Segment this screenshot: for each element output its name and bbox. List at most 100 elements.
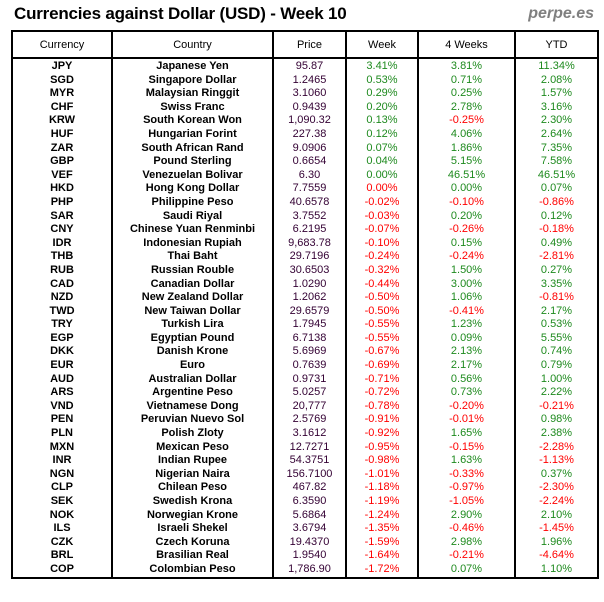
week-change-cell: 0.07%	[345, 141, 419, 156]
price-cell: 6.3590	[272, 495, 347, 509]
table-row: SGD Singapore Dollar 1.2465 0.53% 0.71% 2.08%	[11, 73, 599, 88]
currency-code-cell: COP	[11, 562, 113, 578]
currency-code-cell: CHF	[11, 100, 113, 115]
currency-code-cell: PEN	[11, 413, 113, 428]
table-row: BRL Brasilian Real 1.9540 -1.64% -0.21% -4.64…	[11, 549, 599, 563]
four-week-change-cell: -0.20%	[417, 399, 516, 414]
table-row: PHP Philippine Peso 40.6578 -0.02% -0.10% -0.…	[11, 195, 599, 210]
four-week-change-cell: 0.15%	[417, 236, 516, 251]
currency-code-cell: PLN	[11, 427, 113, 441]
table-row: NZD New Zealand Dollar 1.2062 -0.50% 1.06% -0…	[11, 291, 599, 305]
week-change-cell: 0.29%	[345, 87, 419, 101]
ytd-change-cell: -2.28%	[514, 440, 599, 455]
country-name-cell: Czech Koruna	[111, 535, 274, 550]
four-week-change-cell: -0.15%	[417, 440, 516, 455]
country-name-cell: Malaysian Ringgit	[111, 87, 274, 101]
ytd-change-cell: 0.07%	[514, 182, 599, 196]
country-name-cell: New Zealand Dollar	[111, 291, 274, 305]
week-change-cell: -1.18%	[345, 481, 419, 495]
table-row: INR Indian Rupee 54.3751 -0.98% 1.63% -1.13%	[11, 454, 599, 468]
ytd-change-cell: 2.10%	[514, 508, 599, 523]
table-row: CZK Czech Koruna 19.4370 -1.59% 2.98% 1.96%	[11, 535, 599, 550]
country-name-cell: Venezuelan Bolivar	[111, 168, 274, 183]
ytd-change-cell: 0.98%	[514, 413, 599, 428]
country-name-cell: Hungarian Forint	[111, 127, 274, 142]
ytd-change-cell: 0.53%	[514, 318, 599, 332]
currency-code-cell: HUF	[11, 127, 113, 142]
week-change-cell: -0.07%	[345, 223, 419, 237]
currency-code-cell: INR	[11, 454, 113, 468]
country-name-cell: Canadian Dollar	[111, 277, 274, 292]
country-name-cell: Vietnamese Dong	[111, 399, 274, 414]
table-row: TWD New Taiwan Dollar 29.6579 -0.50% -0.41% 2…	[11, 304, 599, 319]
currency-code-cell: EUR	[11, 359, 113, 373]
brand-logo-text: perpe.es	[528, 5, 594, 22]
table-row: TRY Turkish Lira 1.7945 -0.55% 1.23% 0.53%	[11, 318, 599, 332]
week-change-cell: -0.98%	[345, 454, 419, 468]
table-row: CAD Canadian Dollar 1.0290 -0.44% 3.00% 3.35%	[11, 277, 599, 292]
table-row: MXN Mexican Peso 12.7271 -0.95% -0.15% -2.28%	[11, 440, 599, 455]
price-cell: 40.6578	[272, 195, 347, 210]
country-name-cell: Philippine Peso	[111, 195, 274, 210]
table-row: SAR Saudi Riyal 3.7552 -0.03% 0.20% 0.12%	[11, 209, 599, 224]
price-cell: 1.9540	[272, 549, 347, 563]
four-week-change-cell: -0.46%	[417, 522, 516, 536]
price-cell: 54.3751	[272, 454, 347, 468]
country-name-cell: Polish Zloty	[111, 427, 274, 441]
table-row: THB Thai Baht 29.7196 -0.24% -0.24% -2.81%	[11, 250, 599, 264]
country-name-cell: Chilean Peso	[111, 481, 274, 495]
currency-code-cell: VEF	[11, 168, 113, 183]
four-week-change-cell: 2.90%	[417, 508, 516, 523]
price-cell: 12.7271	[272, 440, 347, 455]
price-cell: 5.0257	[272, 386, 347, 400]
ytd-change-cell: -0.81%	[514, 291, 599, 305]
table-row: RUB Russian Rouble 30.6503 -0.32% 1.50% 0.27%	[11, 263, 599, 278]
currency-code-cell: IDR	[11, 236, 113, 251]
column-header-price: Price	[272, 30, 347, 59]
week-change-cell: 0.12%	[345, 127, 419, 142]
week-change-cell: 0.04%	[345, 155, 419, 169]
table-row: PLN Polish Zloty 3.1612 -0.92% 1.65% 2.38%	[11, 427, 599, 441]
table-body: JPY Japanese Yen 95.87 3.41% 3.81% 11.34% SGD S…	[11, 58, 599, 578]
four-week-change-cell: 0.71%	[417, 73, 516, 88]
country-name-cell: Singapore Dollar	[111, 73, 274, 88]
week-change-cell: -1.72%	[345, 562, 419, 578]
price-cell: 7.7559	[272, 182, 347, 196]
price-cell: 95.87	[272, 58, 347, 74]
ytd-change-cell: -0.18%	[514, 223, 599, 237]
ytd-change-cell: 0.12%	[514, 209, 599, 224]
country-name-cell: Egyptian Pound	[111, 331, 274, 346]
four-week-change-cell: -1.05%	[417, 495, 516, 509]
price-cell: 5.6864	[272, 508, 347, 523]
currency-code-cell: MXN	[11, 440, 113, 455]
four-week-change-cell: -0.41%	[417, 304, 516, 319]
price-cell: 467.82	[272, 481, 347, 495]
ytd-change-cell: 1.10%	[514, 562, 599, 578]
country-name-cell: Israeli Shekel	[111, 522, 274, 536]
table-header-row: Currency Country Price Week 4 Weeks YTD	[11, 30, 599, 59]
currency-code-cell: JPY	[11, 58, 113, 74]
column-header-ytd: YTD	[514, 30, 599, 59]
week-change-cell: 0.00%	[345, 168, 419, 183]
week-change-cell: -0.92%	[345, 427, 419, 441]
ytd-change-cell: 0.49%	[514, 236, 599, 251]
column-header-4-weeks: 4 Weeks	[417, 30, 516, 59]
ytd-change-cell: 2.38%	[514, 427, 599, 441]
four-week-change-cell: 0.09%	[417, 331, 516, 346]
ytd-change-cell: 0.74%	[514, 345, 599, 360]
week-change-cell: 0.00%	[345, 182, 419, 196]
currency-code-cell: SGD	[11, 73, 113, 88]
ytd-change-cell: -1.45%	[514, 522, 599, 536]
price-cell: 3.1612	[272, 427, 347, 441]
week-change-cell: -0.24%	[345, 250, 419, 264]
ytd-change-cell: -2.24%	[514, 495, 599, 509]
four-week-change-cell: 0.00%	[417, 182, 516, 196]
ytd-change-cell: -0.86%	[514, 195, 599, 210]
column-header-week: Week	[345, 30, 419, 59]
week-change-cell: -1.01%	[345, 467, 419, 482]
four-week-change-cell: -0.10%	[417, 195, 516, 210]
country-name-cell: Turkish Lira	[111, 318, 274, 332]
table-row: SEK Swedish Krona 6.3590 -1.19% -1.05% -2.24%	[11, 495, 599, 509]
country-name-cell: Thai Baht	[111, 250, 274, 264]
ytd-change-cell: 2.22%	[514, 386, 599, 400]
